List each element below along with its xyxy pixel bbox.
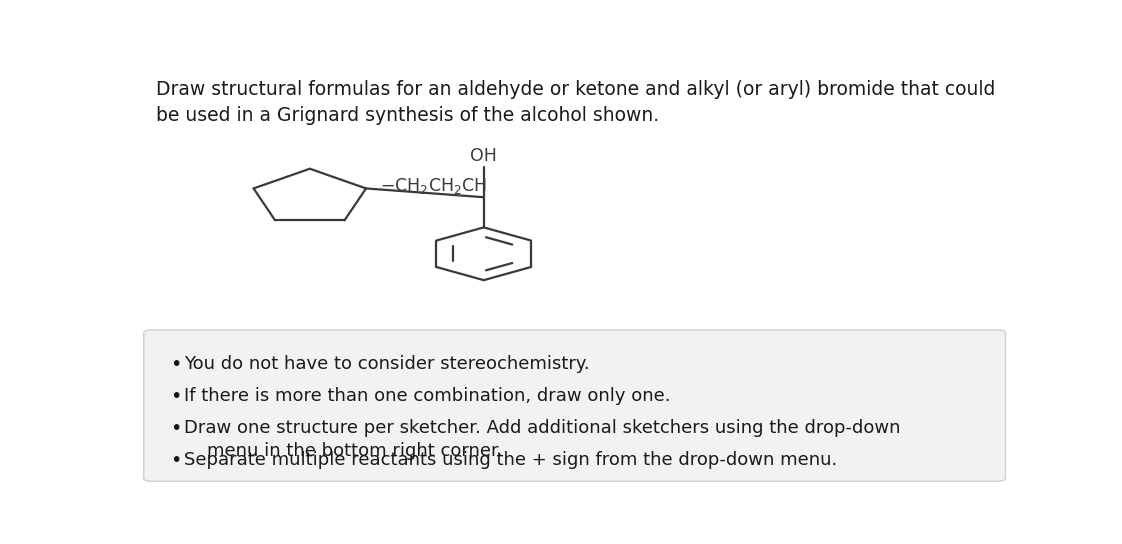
Text: Draw structural formulas for an aldehyde or ketone and alkyl (or aryl) bromide t: Draw structural formulas for an aldehyde… (156, 80, 995, 125)
Text: •: • (169, 450, 181, 469)
Text: $-$CH$_2$CH$_2$CH: $-$CH$_2$CH$_2$CH (380, 176, 487, 196)
Text: •: • (169, 355, 181, 374)
Text: You do not have to consider stereochemistry.: You do not have to consider stereochemis… (184, 355, 589, 373)
Text: Separate multiple reactants using the + sign from the drop-down menu.: Separate multiple reactants using the + … (184, 450, 837, 468)
Text: Draw one structure per sketcher. Add additional sketchers using the drop-down
  : Draw one structure per sketcher. Add add… (184, 419, 900, 460)
FancyBboxPatch shape (144, 330, 1005, 481)
Text: •: • (169, 419, 181, 438)
Text: If there is more than one combination, draw only one.: If there is more than one combination, d… (184, 387, 670, 405)
Text: •: • (169, 387, 181, 406)
Text: OH: OH (470, 147, 497, 165)
